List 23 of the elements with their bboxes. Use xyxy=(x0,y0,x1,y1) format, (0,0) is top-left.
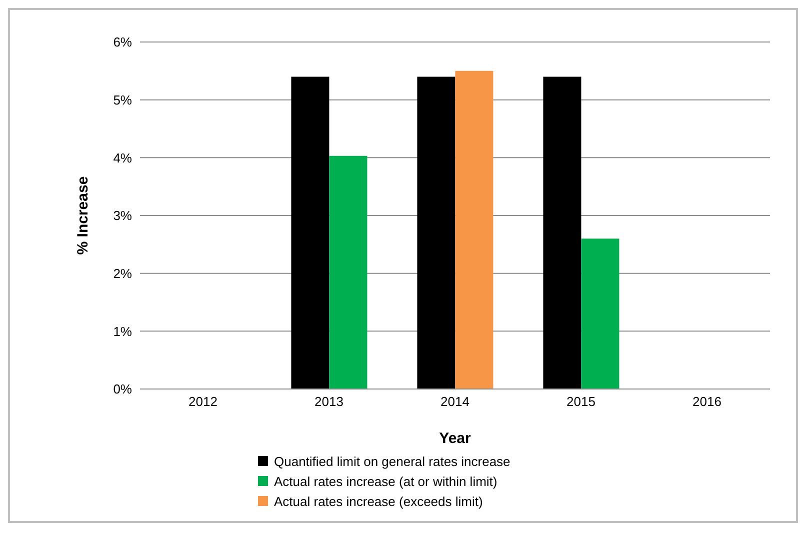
bar xyxy=(329,156,368,389)
x-tick-label: 2012 xyxy=(188,394,218,410)
bar xyxy=(581,238,620,389)
bar xyxy=(543,76,582,389)
y-tick-label: 0% xyxy=(113,382,132,397)
bar xyxy=(291,76,330,389)
x-tick-label: 2016 xyxy=(692,394,722,410)
x-axis-title: Year xyxy=(439,430,472,447)
y-tick-label: 5% xyxy=(113,92,132,108)
y-tick-label: 2% xyxy=(113,266,132,281)
x-tick-label: 2013 xyxy=(314,394,344,410)
y-tick-label: 1% xyxy=(113,324,132,339)
legend-label: Quantified limit on general rates increase xyxy=(274,454,510,468)
y-axis-title: % Increase xyxy=(74,176,92,255)
legend-label: Actual rates increase (exceeds limit) xyxy=(274,494,483,508)
y-tick-label: 4% xyxy=(113,150,132,166)
x-tick-label: 2014 xyxy=(440,394,470,410)
bar xyxy=(417,76,456,389)
bar xyxy=(455,70,494,389)
y-tick-label: 6% xyxy=(113,34,132,50)
legend-label: Actual rates increase (at or within limit) xyxy=(274,474,498,488)
x-tick-label: 2015 xyxy=(566,394,596,410)
y-tick-label: 3% xyxy=(113,208,132,224)
